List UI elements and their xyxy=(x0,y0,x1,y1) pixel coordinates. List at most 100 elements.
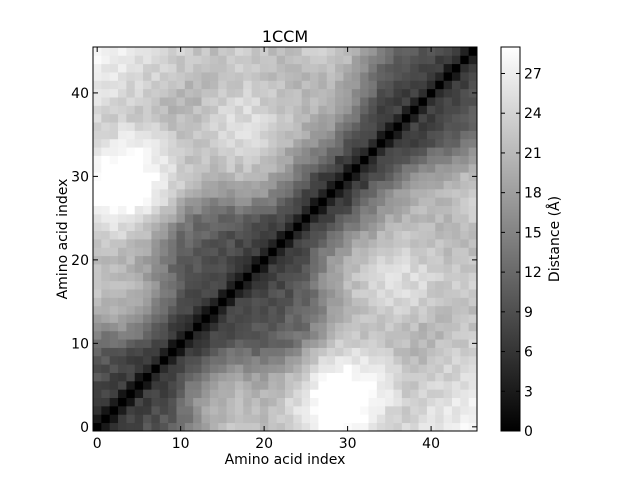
heatmap-cell xyxy=(468,155,478,165)
heatmap-cell xyxy=(460,330,470,340)
heatmap-cell xyxy=(126,213,136,223)
heatmap-cell xyxy=(201,314,211,323)
heatmap-cell xyxy=(259,163,269,173)
heatmap-cell xyxy=(285,55,294,65)
heatmap-cell xyxy=(468,297,478,307)
heatmap-cell xyxy=(184,239,194,248)
heatmap-cell xyxy=(401,405,411,415)
heatmap-cell xyxy=(326,339,336,348)
heatmap-cell xyxy=(418,197,428,207)
heatmap-cell xyxy=(435,297,445,307)
heatmap-cell xyxy=(209,264,219,273)
heatmap-cell xyxy=(285,172,294,181)
heatmap-cell xyxy=(134,80,144,90)
heatmap-cell xyxy=(435,105,445,115)
heatmap-cell xyxy=(343,322,353,332)
heatmap-cell xyxy=(118,163,127,173)
heatmap-cell xyxy=(318,297,328,307)
heatmap-cell xyxy=(385,88,394,98)
heatmap-cell xyxy=(134,297,144,307)
heatmap-cell xyxy=(159,297,169,307)
heatmap-cell xyxy=(251,239,261,248)
heatmap-cell xyxy=(343,247,353,257)
heatmap-cell xyxy=(360,172,369,181)
heatmap-cell xyxy=(184,155,194,165)
heatmap-cell xyxy=(193,205,202,215)
heatmap-cell xyxy=(426,213,436,223)
heatmap-cell xyxy=(209,239,219,248)
heatmap-cell xyxy=(293,397,303,407)
heatmap-cell xyxy=(451,55,461,65)
heatmap-cell xyxy=(301,280,311,290)
heatmap-cell xyxy=(385,289,394,298)
heatmap-cell xyxy=(93,280,102,290)
heatmap-cell xyxy=(410,155,419,165)
heatmap-cell xyxy=(193,264,202,273)
heatmap-cell xyxy=(426,372,436,382)
heatmap-cell xyxy=(251,347,261,357)
heatmap-cell xyxy=(184,372,194,382)
heatmap-cell xyxy=(243,197,253,207)
heatmap-cell xyxy=(285,222,294,232)
heatmap-cell xyxy=(134,205,144,215)
heatmap-cell xyxy=(143,180,152,190)
heatmap-cell xyxy=(93,322,102,332)
heatmap-cell xyxy=(226,405,236,415)
heatmap-cell xyxy=(285,97,294,106)
heatmap-cell xyxy=(243,405,253,415)
heatmap-cell xyxy=(360,297,369,307)
heatmap-cell xyxy=(201,197,211,207)
heatmap-cell xyxy=(468,305,478,315)
heatmap-cell xyxy=(385,330,394,340)
heatmap-cell xyxy=(443,355,453,365)
heatmap-cell xyxy=(134,239,144,248)
heatmap-cell xyxy=(118,239,127,248)
heatmap-cell xyxy=(226,213,236,223)
heatmap-cell xyxy=(168,330,177,340)
heatmap-cell xyxy=(301,355,311,365)
heatmap-cell xyxy=(410,197,419,207)
heatmap-cell xyxy=(301,197,311,207)
heatmap-cell xyxy=(251,205,261,215)
heatmap-cell xyxy=(176,255,186,265)
heatmap-cell xyxy=(193,63,202,73)
heatmap-cell xyxy=(234,222,244,232)
heatmap-cell xyxy=(276,372,286,382)
heatmap-cell xyxy=(318,122,328,131)
heatmap-cell xyxy=(460,105,470,115)
heatmap-cell xyxy=(176,280,186,290)
heatmap-cell xyxy=(209,122,219,131)
heatmap-cell xyxy=(101,130,111,140)
heatmap-cell xyxy=(126,247,136,257)
heatmap-cell xyxy=(318,372,328,382)
heatmap-cell xyxy=(276,397,286,407)
heatmap-cell xyxy=(93,239,102,248)
heatmap-cell xyxy=(385,264,394,273)
heatmap-cell xyxy=(426,97,436,106)
heatmap-cell xyxy=(159,364,169,373)
heatmap-cell xyxy=(143,188,152,198)
heatmap-cell xyxy=(343,63,353,73)
heatmap-cell xyxy=(234,113,244,123)
heatmap-cell xyxy=(151,222,161,232)
heatmap-cell xyxy=(435,422,445,432)
heatmap-cell xyxy=(109,205,119,215)
heatmap-cell xyxy=(335,230,344,240)
heatmap-cell xyxy=(209,272,219,282)
heatmap-cell xyxy=(209,330,219,340)
heatmap-cell xyxy=(218,330,227,340)
heatmap-cell xyxy=(435,205,445,215)
heatmap-cell xyxy=(201,47,211,56)
heatmap-cell xyxy=(326,389,336,399)
heatmap-cell xyxy=(209,405,219,415)
heatmap-cell xyxy=(460,72,470,81)
heatmap-cell xyxy=(134,163,144,173)
heatmap-cell xyxy=(401,197,411,207)
heatmap-cell xyxy=(468,372,478,382)
heatmap-cell xyxy=(93,55,102,65)
heatmap-cell xyxy=(451,163,461,173)
heatmap-cell xyxy=(318,305,328,315)
heatmap-cell xyxy=(351,405,361,415)
